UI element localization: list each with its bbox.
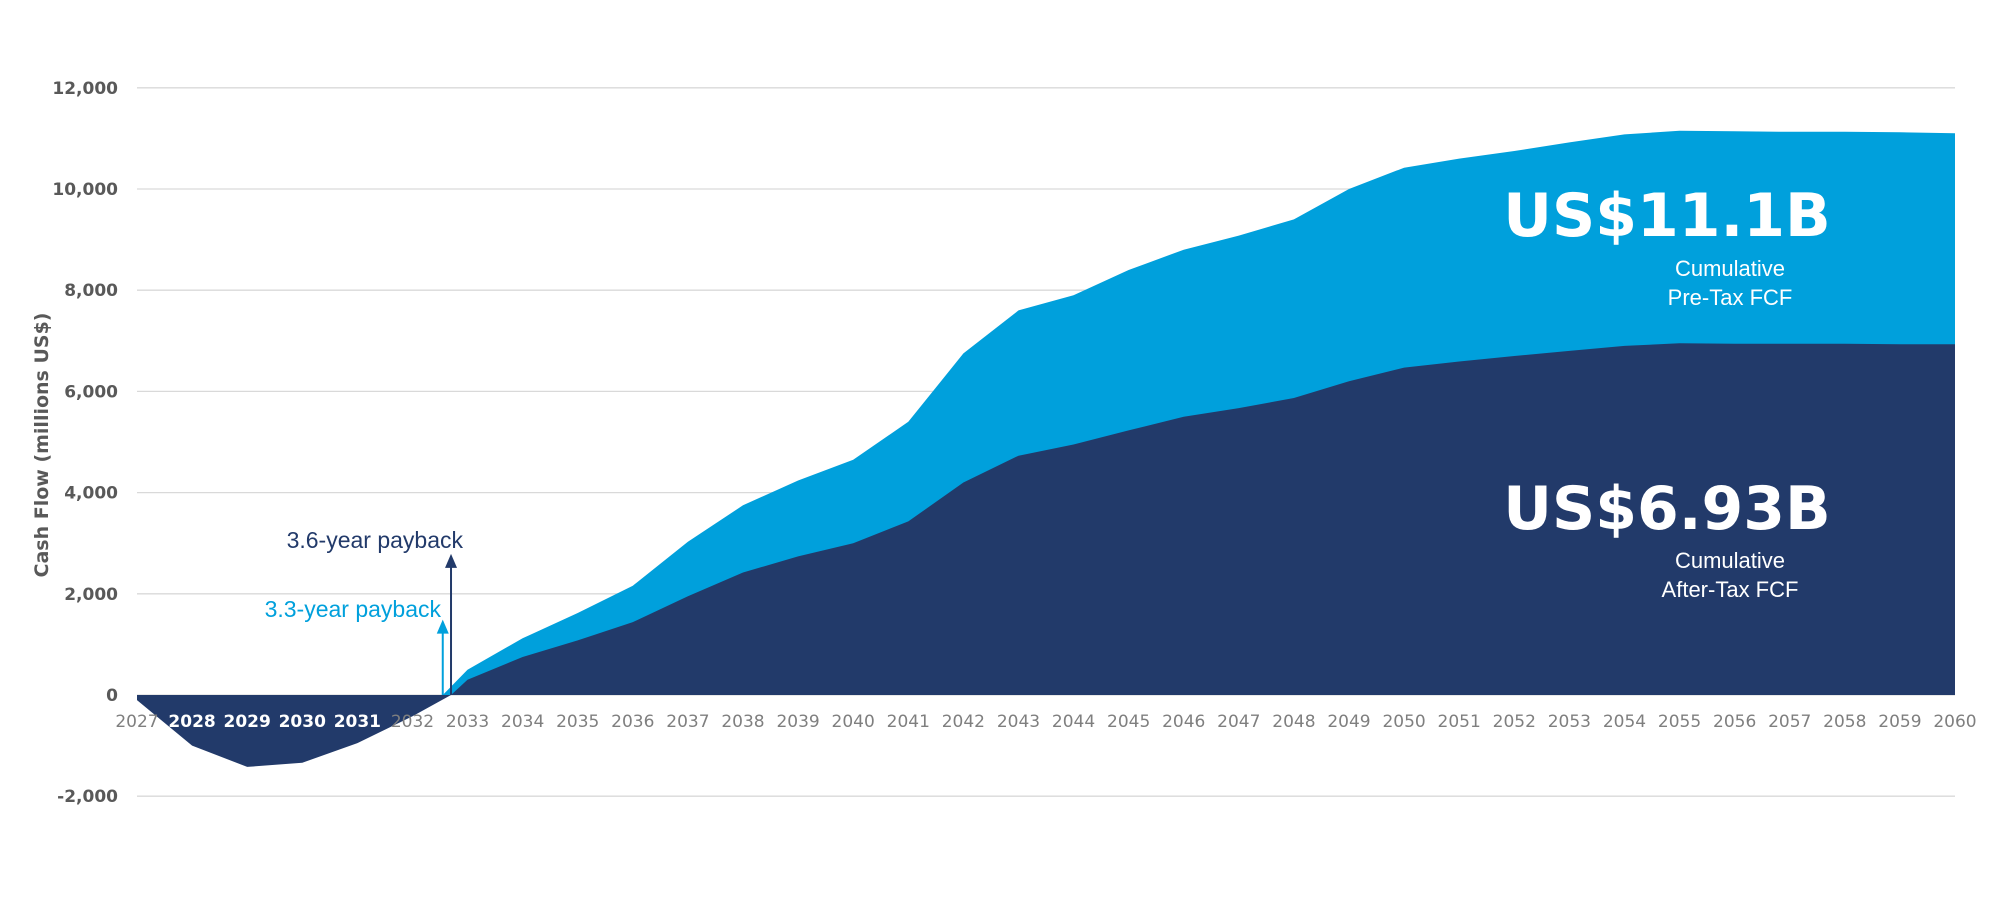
aftertax-total-label-line1: Cumulative	[1675, 548, 1785, 573]
y-tick-label: 8,000	[64, 281, 118, 301]
y-tick-label: 10,000	[52, 180, 118, 200]
x-tick-label: 2033	[446, 712, 489, 732]
x-tick-label: 2041	[887, 712, 930, 732]
x-tick-label: 2059	[1878, 712, 1921, 732]
x-tick-label: 2032	[391, 712, 434, 732]
x-tick-label: 2030	[279, 712, 326, 732]
x-tick-label: 2037	[666, 712, 709, 732]
y-axis-label: Cash Flow (millions US$)	[31, 313, 53, 578]
pretax-total-label-line1: Cumulative	[1675, 256, 1785, 281]
y-tick-label: 2,000	[64, 585, 118, 605]
x-tick-label: 2049	[1327, 712, 1370, 732]
y-axis-ticks: -2,000 0 2,000 4,000 6,000 8,000 10,000 12,000	[52, 79, 118, 807]
x-tick-label: 2039	[776, 712, 819, 732]
x-tick-label: 2028	[168, 712, 215, 732]
y-tick-label: 6,000	[64, 382, 118, 402]
pretax-total-callout: US$11.1B Cumulative Pre-Tax FCF	[1503, 181, 1830, 310]
x-tick-label: 2047	[1217, 712, 1260, 732]
x-tick-label: 2052	[1493, 712, 1536, 732]
x-tick-label: 2040	[832, 712, 875, 732]
x-tick-label: 2058	[1823, 712, 1866, 732]
payback-pretax-arrowhead	[436, 619, 449, 634]
payback-aftertax-label: 3.6-year payback	[287, 527, 464, 553]
aftertax-total-value: US$6.93B	[1503, 474, 1830, 544]
x-tick-label: 2056	[1713, 712, 1756, 732]
x-tick-label: 2035	[556, 712, 599, 732]
payback-aftertax-arrowhead	[445, 553, 458, 568]
x-tick-label: 2029	[224, 712, 271, 732]
x-tick-label: 2043	[997, 712, 1040, 732]
x-tick-label: 2051	[1438, 712, 1481, 732]
x-tick-label: 2050	[1382, 712, 1425, 732]
payback-pretax-label: 3.3-year payback	[265, 596, 442, 622]
x-axis-ticks: 2027 2028 2029 2030 2031 2032 2033 2034 2035 2036…	[115, 712, 1976, 732]
x-tick-label: 2042	[942, 712, 985, 732]
aftertax-fcf-area	[137, 343, 1955, 767]
y-tick-label: 12,000	[52, 79, 118, 99]
payback-annotations: 3.6-year payback 3.3-year payback	[265, 527, 464, 695]
y-tick-label: 0	[106, 686, 118, 706]
x-tick-label: 2038	[721, 712, 764, 732]
aftertax-total-label-line2: After-Tax FCF	[1662, 577, 1799, 602]
x-tick-label: 2034	[501, 712, 544, 732]
y-tick-label: -2,000	[57, 787, 118, 807]
x-tick-label: 2031	[334, 712, 381, 732]
area-series	[137, 130, 1955, 767]
pretax-total-label-line2: Pre-Tax FCF	[1668, 285, 1793, 310]
x-tick-label: 2055	[1658, 712, 1701, 732]
x-tick-label: 2053	[1548, 712, 1591, 732]
x-tick-label: 2060	[1933, 712, 1976, 732]
x-tick-label: 2057	[1768, 712, 1811, 732]
x-tick-label: 2054	[1603, 712, 1646, 732]
aftertax-total-callout: US$6.93B Cumulative After-Tax FCF	[1503, 474, 1830, 602]
pretax-total-value: US$11.1B	[1503, 181, 1830, 251]
x-tick-label: 2046	[1162, 712, 1205, 732]
x-tick-label: 2048	[1272, 712, 1315, 732]
x-tick-label: 2027	[115, 712, 158, 732]
x-tick-label: 2045	[1107, 712, 1150, 732]
y-tick-label: 4,000	[64, 484, 118, 504]
x-tick-label: 2036	[611, 712, 654, 732]
x-tick-label: 2044	[1052, 712, 1095, 732]
